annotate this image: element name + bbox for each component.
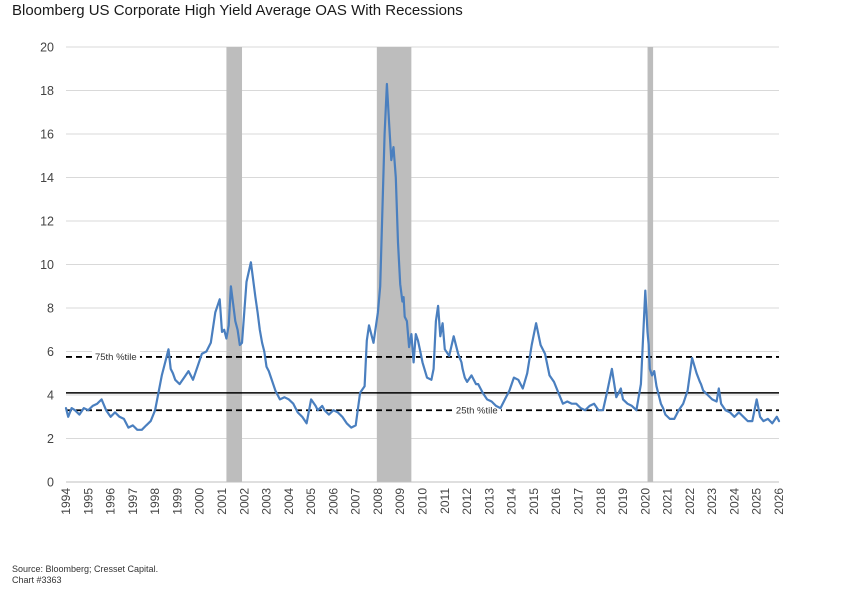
x-tick-label: 2023 <box>705 488 719 515</box>
y-tick-label: 12 <box>40 215 54 229</box>
reference-label-2: 25th %tile <box>456 405 498 416</box>
series-layer <box>64 82 781 431</box>
x-tick-label: 2006 <box>326 488 340 515</box>
recession-bands <box>226 47 654 482</box>
x-tick-label: 1997 <box>126 488 140 515</box>
x-tick-label: 2003 <box>260 488 274 515</box>
y-tick-label: 6 <box>47 345 54 359</box>
series-line-0 <box>64 82 781 431</box>
y-tick-label: 20 <box>40 41 54 55</box>
x-tick-label: 2018 <box>594 488 608 515</box>
x-tick-label: 2013 <box>482 488 496 515</box>
x-tick-label: 1994 <box>59 488 73 515</box>
x-tick-label: 2008 <box>371 488 385 515</box>
x-tick-label: 2007 <box>349 488 363 515</box>
reference-lines: 75th %tile 25th %tile <box>66 349 779 416</box>
y-tick-label: 4 <box>47 389 54 403</box>
recession-band-0 <box>226 47 243 482</box>
y-tick-label: 8 <box>47 302 54 316</box>
reference-label-0: 75th %tile <box>95 352 137 363</box>
recession-band-2 <box>647 47 654 482</box>
source-note: Source: Bloomberg; Cresset Capital. <box>12 564 159 574</box>
x-tick-label: 2012 <box>460 488 474 515</box>
x-tick-label: 1999 <box>170 488 184 515</box>
x-tick-label: 2016 <box>549 488 563 515</box>
x-tick-label: 2001 <box>215 488 229 515</box>
axes: 0 2 4 6 8 10 12 14 16 18 20 1994 1995 1996 1997 1998 199… <box>40 41 786 515</box>
x-tick-label: 1996 <box>104 488 118 515</box>
x-tick-label: 2025 <box>750 488 764 515</box>
y-tick-label: 0 <box>47 476 54 490</box>
y-tick-label: 10 <box>40 258 54 272</box>
x-tick-label: 1998 <box>148 488 162 515</box>
x-tick-label: 1995 <box>81 488 95 515</box>
x-tick-label: 2015 <box>527 488 541 515</box>
gridlines <box>66 46 779 483</box>
reference-label-bg <box>452 403 501 416</box>
y-tick-label: 18 <box>40 84 54 98</box>
x-tick-label: 2004 <box>282 488 296 515</box>
x-tick-label: 2020 <box>638 488 652 515</box>
x-tick-label: 2024 <box>727 488 741 515</box>
x-tick-label: 2010 <box>416 488 430 515</box>
chart-title: Bloomberg US Corporate High Yield Averag… <box>12 2 463 19</box>
y-tick-label: 14 <box>40 171 54 185</box>
chart-number: Chart #3363 <box>12 575 62 585</box>
x-tick-label: 2014 <box>505 488 519 515</box>
x-tick-label: 2002 <box>237 488 251 515</box>
x-tick-label: 2019 <box>616 488 630 515</box>
x-tick-label: 2022 <box>683 488 697 515</box>
x-tick-label: 2011 <box>438 488 452 514</box>
reference-label-bg <box>91 349 140 362</box>
x-tick-label: 2000 <box>193 488 207 515</box>
x-tick-label: 2009 <box>393 488 407 515</box>
y-tick-label: 16 <box>40 128 54 142</box>
y-tick-label: 2 <box>47 432 54 446</box>
x-tick-label: 2017 <box>571 488 585 515</box>
x-tick-label: 2005 <box>304 488 318 515</box>
recession-band-1 <box>376 47 412 482</box>
x-tick-label: 2021 <box>661 488 675 515</box>
x-tick-label: 2026 <box>772 488 786 515</box>
